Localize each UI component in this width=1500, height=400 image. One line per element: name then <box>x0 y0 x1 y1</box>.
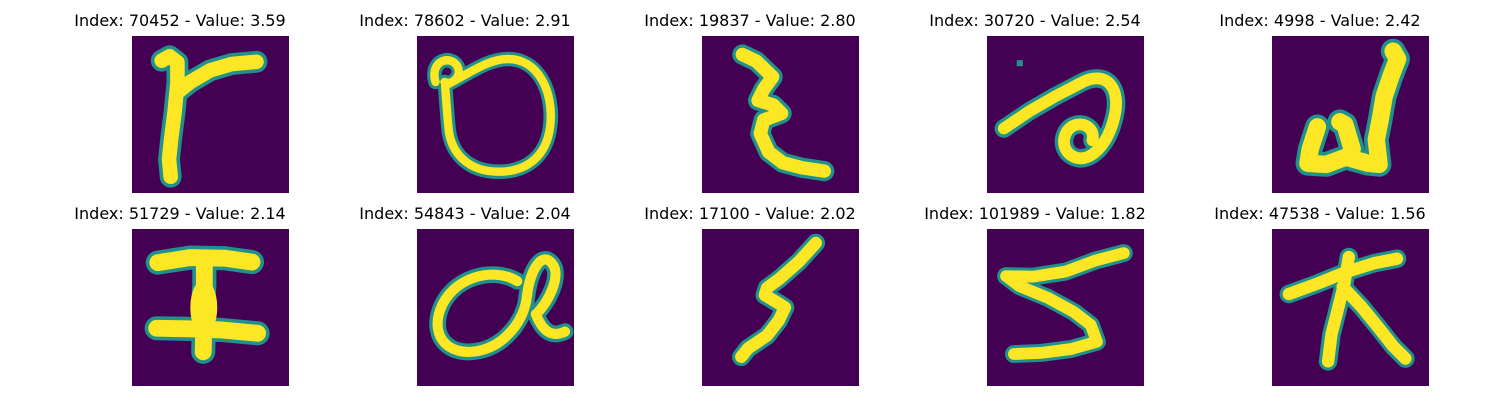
glyph-image <box>417 36 574 193</box>
panel-title: Index: 17100 - Value: 2.02 <box>644 204 856 223</box>
panel-title: Index: 30720 - Value: 2.54 <box>929 11 1141 30</box>
glyph-u-hook <box>1295 38 1410 177</box>
panel-4998: Index: 4998 - Value: 2.42 <box>1170 0 1470 193</box>
panel-19837: Index: 19837 - Value: 2.80 <box>600 0 900 193</box>
glyph-image <box>132 36 289 193</box>
glyph-r-like <box>150 45 268 188</box>
panel-78602: Index: 78602 - Value: 2.91 <box>315 0 615 193</box>
panel-47538: Index: 47538 - Value: 1.56 <box>1170 193 1470 386</box>
glyph-lightning <box>731 233 826 367</box>
glyph-image <box>1272 36 1429 193</box>
panel-title: Index: 101989 - Value: 1.82 <box>924 204 1146 223</box>
glyph-image <box>417 229 574 386</box>
glyph-image <box>702 36 859 193</box>
panel-30720: Index: 30720 - Value: 2.54 <box>885 0 1185 193</box>
glyph-curl <box>994 60 1126 168</box>
panel-title: Index: 78602 - Value: 2.91 <box>359 11 571 30</box>
panel-title: Index: 54843 - Value: 2.04 <box>359 204 571 223</box>
glyph-five-like <box>997 244 1133 364</box>
glyph-cross-branch <box>1279 247 1415 371</box>
panel-17100: Index: 17100 - Value: 2.02 <box>600 193 900 386</box>
glyph-image <box>987 229 1144 386</box>
panel-title: Index: 70452 - Value: 3.59 <box>74 11 286 30</box>
panel-title: Index: 51729 - Value: 2.14 <box>74 204 286 223</box>
glyph-zigzag <box>732 44 835 182</box>
glyph-image <box>702 229 859 386</box>
glyph-loop <box>427 51 559 179</box>
panel-54843: Index: 54843 - Value: 2.04 <box>315 193 615 386</box>
panel-title: Index: 47538 - Value: 1.56 <box>1214 204 1426 223</box>
panel-title: Index: 19837 - Value: 2.80 <box>644 11 856 30</box>
glyph-image <box>132 229 289 386</box>
panel-70452: Index: 70452 - Value: 3.59 <box>30 0 330 193</box>
panel-title: Index: 4998 - Value: 2.42 <box>1219 11 1421 30</box>
glyph-q-like <box>429 251 574 361</box>
glyph-image <box>1272 229 1429 386</box>
glyph-i-beam <box>144 245 270 364</box>
panel-51729: Index: 51729 - Value: 2.14 <box>30 193 330 386</box>
panel-101989: Index: 101989 - Value: 1.82 <box>885 193 1185 386</box>
glyph-image <box>987 36 1144 193</box>
